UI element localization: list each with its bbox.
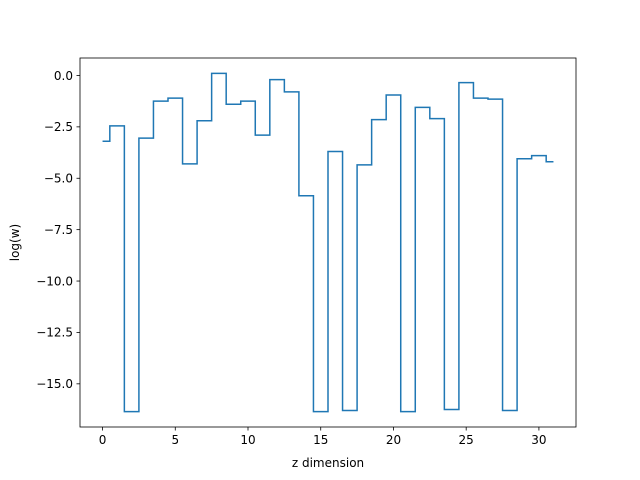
x-tick-label: 15 — [313, 433, 328, 447]
x-tick-label: 25 — [459, 433, 474, 447]
x-axis: 0 5 10 15 20 25 30 — [99, 427, 547, 447]
x-tick-label: 20 — [386, 433, 401, 447]
x-tick-label: 30 — [531, 433, 546, 447]
y-tick-label: −7.5 — [44, 223, 73, 237]
y-axis: 0.0 −2.5 −5.0 −7.5 −10.0 −12.5 −15.0 — [36, 69, 80, 391]
y-tick-label: −15.0 — [36, 377, 73, 391]
x-tick-label: 0 — [99, 433, 107, 447]
x-tick-label: 10 — [240, 433, 255, 447]
y-tick-label: −10.0 — [36, 274, 73, 288]
y-tick-label: −2.5 — [44, 120, 73, 134]
plot-line-layer — [102, 72, 554, 413]
y-tick-label: −12.5 — [36, 326, 73, 340]
y-axis-label: log(w) — [8, 224, 22, 261]
series-line — [102, 72, 554, 413]
x-tick-label: 5 — [171, 433, 179, 447]
x-axis-label: z dimension — [292, 456, 364, 470]
plot-frame — [79, 57, 577, 428]
y-tick-label: 0.0 — [54, 69, 73, 83]
y-tick-label: −5.0 — [44, 172, 73, 186]
